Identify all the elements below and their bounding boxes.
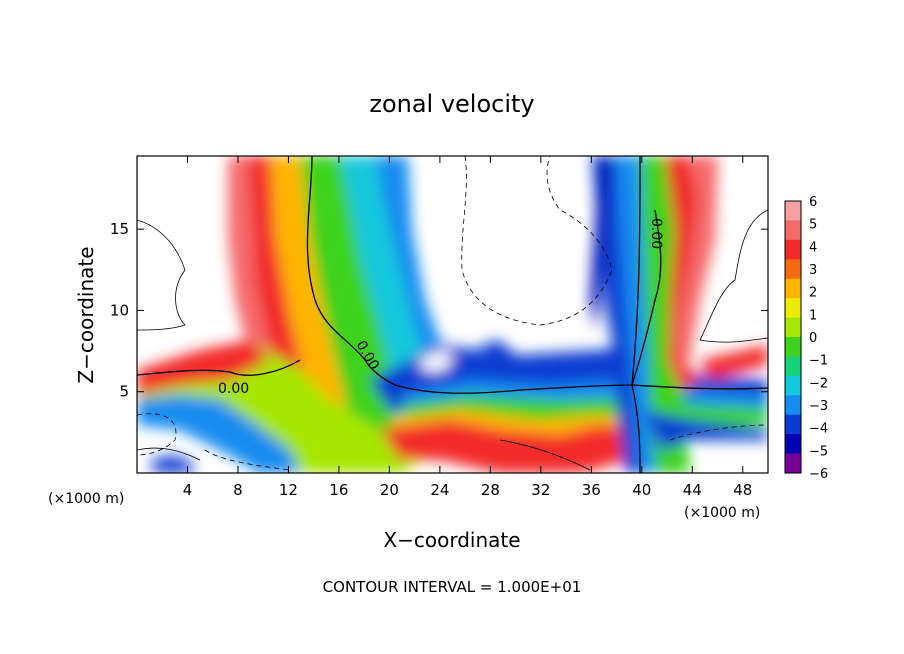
x-tick-label: 8 <box>233 481 243 499</box>
colorbar-swatch <box>785 220 801 241</box>
colorbar-swatch <box>785 298 801 319</box>
y-axis-label: Z−coordinate <box>74 246 98 383</box>
colorbar-swatch <box>785 375 801 396</box>
colorbar-label: 1 <box>809 308 817 323</box>
colorbar-label: −1 <box>809 354 828 369</box>
colorbar-swatch <box>785 453 801 474</box>
colorbar-swatch <box>785 259 801 280</box>
colorbar-label: 0 <box>809 331 817 346</box>
contour-interval-note: CONTOUR INTERVAL = 1.000E+01 <box>323 578 582 596</box>
contour-label: 0.00 <box>648 218 664 249</box>
plot-frame <box>136 155 769 474</box>
colorbar-label: 3 <box>809 263 817 278</box>
x-tick-label: 28 <box>481 481 500 499</box>
x-axis: 4 8 12 16 20 24 28 32 36 40 44 48 <box>183 156 752 499</box>
x-tick-label: 32 <box>531 481 550 499</box>
x-axis-label: X−coordinate <box>383 528 520 552</box>
x-unit-left: (×1000 m) <box>48 491 124 507</box>
x-unit-right: (×1000 m) <box>684 505 760 521</box>
colorbar-swatch <box>785 356 801 377</box>
contour-lines-dashed <box>137 156 768 471</box>
colorbar-label: 4 <box>809 240 817 255</box>
colorbar-label: −5 <box>809 444 828 459</box>
contour-lines <box>137 156 768 473</box>
colorbar-label: 2 <box>809 286 817 301</box>
colorbar-swatch <box>785 395 801 416</box>
colorbar-label: −2 <box>809 376 828 391</box>
x-tick-label: 24 <box>430 481 449 499</box>
x-tick-label: 44 <box>683 481 702 499</box>
y-axis: 5 10 15 <box>110 220 768 401</box>
y-tick-label: 15 <box>110 220 129 238</box>
colorbar-label: 6 <box>809 195 817 210</box>
colorbar-swatch <box>785 414 801 435</box>
colorbar-label: 5 <box>809 218 817 233</box>
x-tick-label: 36 <box>582 481 601 499</box>
contour-label: 0.00 <box>218 381 249 397</box>
colorbar-label: −3 <box>809 399 828 414</box>
x-tick-label: 48 <box>733 481 752 499</box>
colorbar-swatch <box>785 239 801 260</box>
y-tick-label: 10 <box>110 301 129 319</box>
colorbar-swatch <box>785 317 801 338</box>
x-tick-label: 12 <box>279 481 298 499</box>
colorbar-swatch <box>785 278 801 299</box>
y-tick-label: 5 <box>119 383 129 401</box>
colorbar-swatch <box>785 434 801 455</box>
x-tick-label: 16 <box>329 481 348 499</box>
colorbar-label: −4 <box>809 422 828 437</box>
colorbar: 6 5 4 3 2 1 0 −1 −2 −3 −4 −5 −6 <box>784 195 828 482</box>
chart-title: zonal velocity <box>369 90 534 118</box>
colorbar-label: −6 <box>809 467 828 482</box>
colorbar-frame <box>784 200 802 474</box>
x-tick-label: 20 <box>380 481 399 499</box>
colorbar-swatch <box>785 201 801 221</box>
colorbar-swatch <box>785 337 801 357</box>
heatmap-field <box>137 156 768 473</box>
x-tick-label: 40 <box>632 481 651 499</box>
x-tick-label: 4 <box>183 481 193 499</box>
